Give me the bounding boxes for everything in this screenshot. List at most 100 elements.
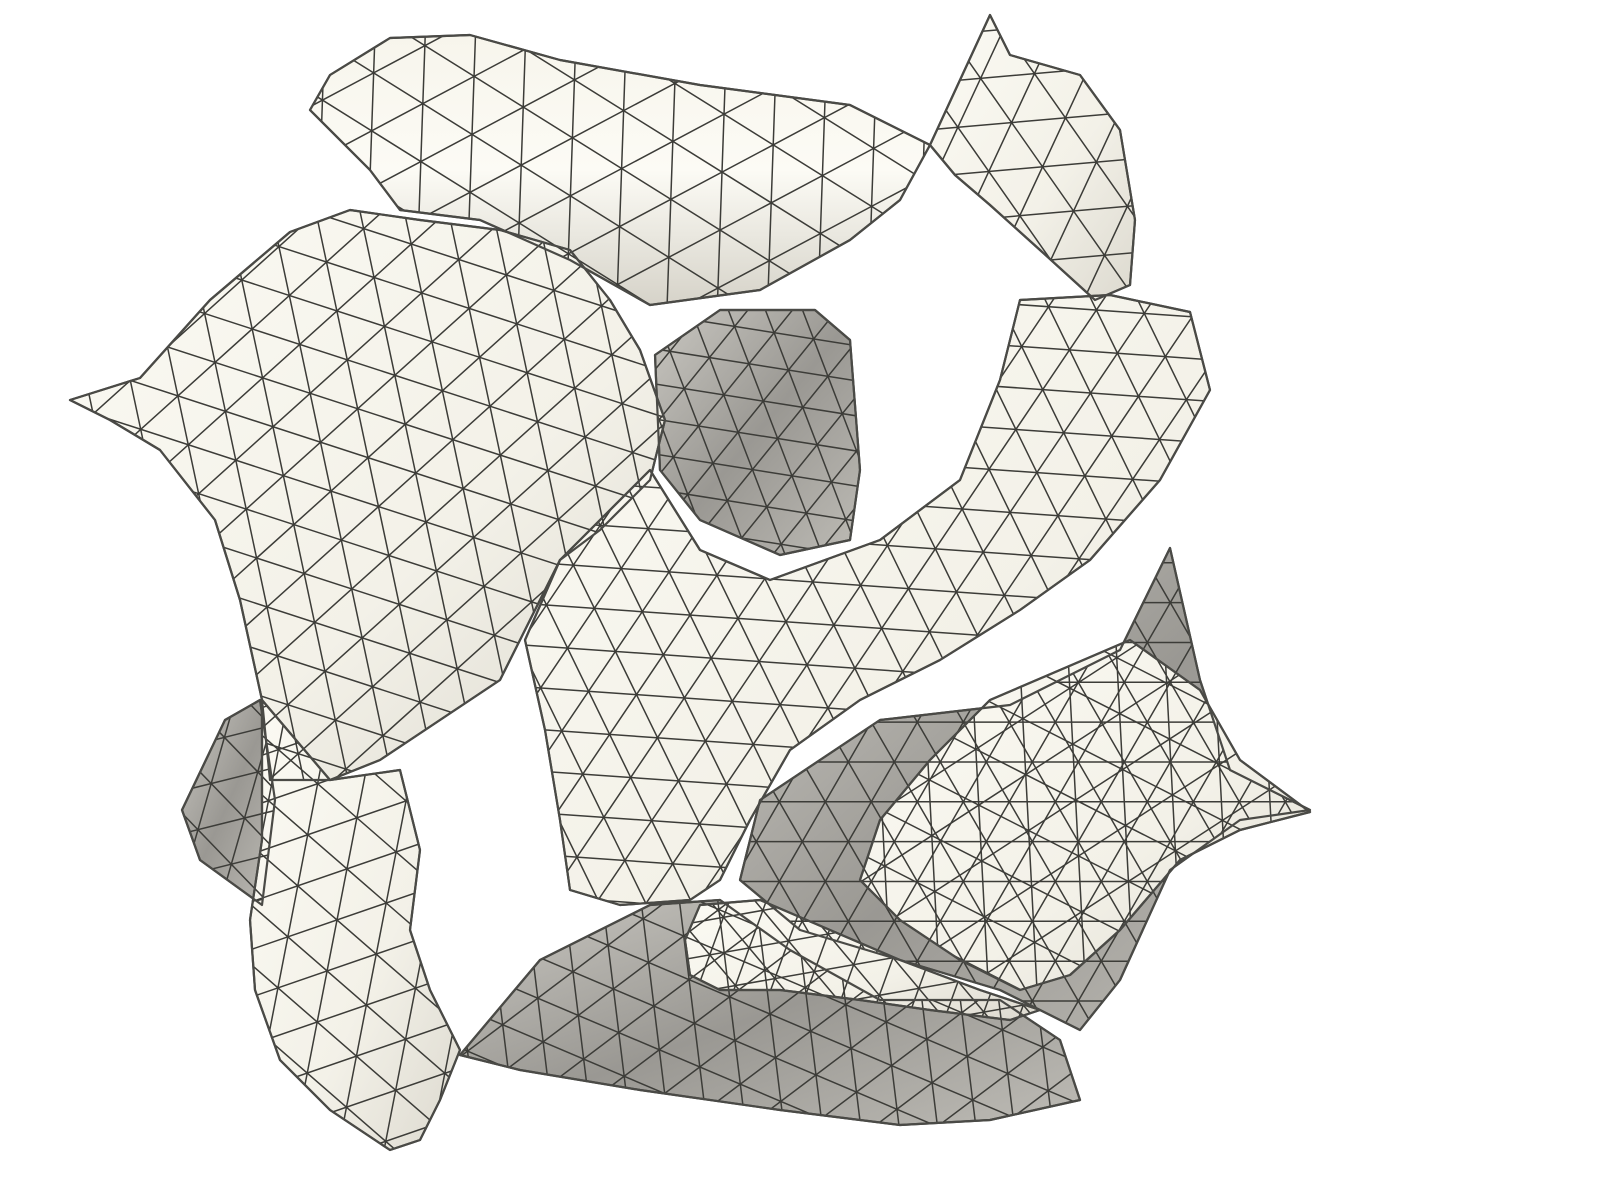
mesh-edge — [1211, 581, 1600, 1174]
mesh-edge — [1212, 74, 1600, 1200]
mesh-edge — [405, 35, 444, 305]
mesh-edge — [655, 310, 860, 555]
mesh-edge — [1388, 415, 1600, 1200]
mesh-edge — [751, 900, 964, 1020]
mesh-edge — [962, 548, 1310, 1030]
mesh-edge — [885, 548, 1310, 1030]
mesh-edge — [930, 15, 1135, 300]
mesh-edge — [250, 767, 460, 1150]
mesh-edge — [1331, 324, 1600, 1200]
mesh-edge — [586, 295, 1150, 905]
mesh-edge — [685, 908, 1040, 1018]
mesh-edge — [110, 210, 358, 780]
mesh-edge — [685, 900, 1002, 1020]
mesh-edge — [1340, 683, 1600, 1200]
mesh-edge — [634, 295, 1198, 905]
mesh-edge — [1241, 632, 1600, 1200]
mesh-edge — [251, 1166, 1020, 1200]
mesh-edge — [1507, 430, 1600, 1200]
mesh-edge — [0, 0, 248, 172]
mesh-edge — [0, 0, 199, 142]
mesh-edge — [310, 35, 930, 305]
mesh-edge — [1195, 271, 1543, 788]
mesh-edge — [1101, 640, 1151, 990]
mesh-edge — [403, 0, 1055, 21]
mesh-edge — [1156, 861, 1600, 1200]
mesh-edge — [1151, 640, 1201, 990]
mesh-edge — [682, 295, 1210, 905]
mesh-edge — [70, 384, 665, 703]
mesh-edge — [964, 15, 1135, 300]
mesh-edge — [0, 324, 135, 1200]
mesh-edge — [1241, 323, 1600, 1200]
mesh-edge — [1196, 878, 1600, 1200]
mesh-edge — [1392, 302, 1600, 819]
mesh-edge — [0, 0, 12, 1091]
mesh-edge — [1313, 290, 1600, 807]
mesh-edge — [0, 0, 173, 1102]
mesh-edge — [1467, 91, 1600, 1200]
mesh-edge — [685, 938, 1040, 1020]
mesh-edge — [0, 0, 298, 203]
mesh-edge — [685, 900, 1028, 1020]
mesh-edge — [0, 0, 99, 79]
mesh-edge — [0, 0, 103, 844]
mesh-edge — [70, 210, 665, 780]
mesh-edge — [70, 210, 112, 666]
mesh-edge — [1411, 399, 1600, 1200]
mesh-edge — [70, 210, 665, 780]
mesh-edge — [250, 851, 460, 1119]
mesh-edge — [1440, 734, 1600, 1200]
mesh-edge — [466, 900, 1080, 1125]
mesh-edge — [0, 208, 111, 671]
mesh-edge — [661, 1126, 1430, 1200]
patch-outline — [653, 308, 862, 557]
mesh-edge — [70, 210, 665, 415]
mesh-edge — [0, 53, 23, 1011]
mesh-edge — [250, 783, 460, 1051]
mesh-edge — [525, 295, 863, 905]
mesh-edge — [525, 546, 1210, 626]
mesh-edge — [538, 295, 1102, 905]
mesh-edge — [525, 295, 1210, 905]
mesh-edge — [1180, 809, 1310, 990]
mesh-edge — [0, 0, 63, 736]
mesh-edge — [87, 210, 665, 780]
mesh-edge — [0, 70, 63, 1028]
mesh-edge — [476, 0, 1246, 26]
mesh-edge — [1563, 98, 1600, 1200]
mesh-edge — [70, 210, 263, 780]
mesh-edge — [1540, 785, 1600, 1200]
mesh-edge — [460, 900, 1080, 1125]
mesh-edge — [525, 629, 1210, 709]
mesh-edge — [525, 295, 910, 905]
mesh-edge — [310, 35, 930, 305]
mesh-edge — [740, 548, 1088, 1030]
mesh-edge — [740, 548, 1272, 1030]
mesh-edge — [1208, 295, 1210, 905]
mesh-edge — [0, 0, 102, 770]
mesh-edge — [70, 260, 665, 579]
mesh-edge — [0, 46, 124, 563]
mesh-edge — [250, 700, 460, 1095]
mesh-edge — [1490, 759, 1600, 1200]
mesh-edge — [755, 310, 860, 555]
mesh-edge — [860, 640, 1310, 990]
mesh-edge — [916, 548, 1310, 1030]
mesh-edge — [0, 0, 150, 111]
mesh-edge — [0, 122, 185, 1080]
mesh-edge — [930, 49, 1135, 108]
mesh-edge — [525, 295, 1115, 905]
mesh-edge — [1276, 78, 1600, 1200]
mesh-edge — [951, 640, 1002, 990]
mesh-edge — [1423, 324, 1600, 1200]
mesh-edge — [1554, 445, 1600, 1200]
mesh-edge — [0, 0, 60, 1094]
mesh-edge — [1576, 324, 1600, 1200]
mesh-edge — [729, 295, 1210, 905]
mesh-edge — [739, 1194, 1508, 1200]
mesh-edge — [310, 35, 930, 305]
mesh-edge — [946, 1132, 1554, 1200]
mesh-edge — [70, 210, 311, 780]
mesh-edge — [540, 295, 1210, 905]
